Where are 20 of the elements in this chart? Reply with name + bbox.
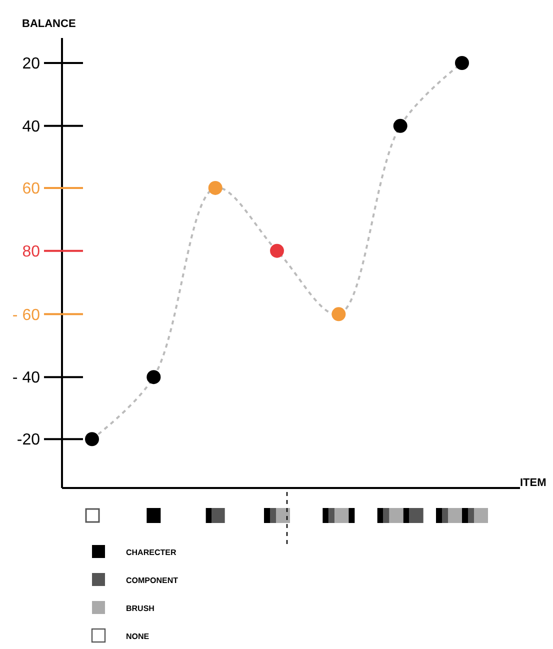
text: - 40	[12, 370, 40, 387]
point	[208, 180, 222, 195]
point	[146, 370, 161, 384]
text: 20	[22, 56, 40, 73]
point	[393, 118, 408, 133]
point	[85, 432, 99, 446]
text: 80	[22, 243, 40, 260]
text: BRUSH	[126, 604, 155, 613]
text: 60	[22, 180, 40, 198]
x-axis-title: ITEM	[520, 477, 546, 489]
point	[455, 56, 469, 70]
text: COMPONENT	[126, 576, 178, 585]
text: - 60	[12, 306, 40, 324]
point	[270, 244, 284, 258]
text: CHARECTER	[126, 548, 176, 557]
text: NONE	[126, 632, 150, 641]
y-axis-title: BALANCE	[22, 18, 76, 30]
text: -20	[16, 432, 40, 449]
point	[332, 307, 346, 322]
text: 40	[22, 118, 40, 136]
